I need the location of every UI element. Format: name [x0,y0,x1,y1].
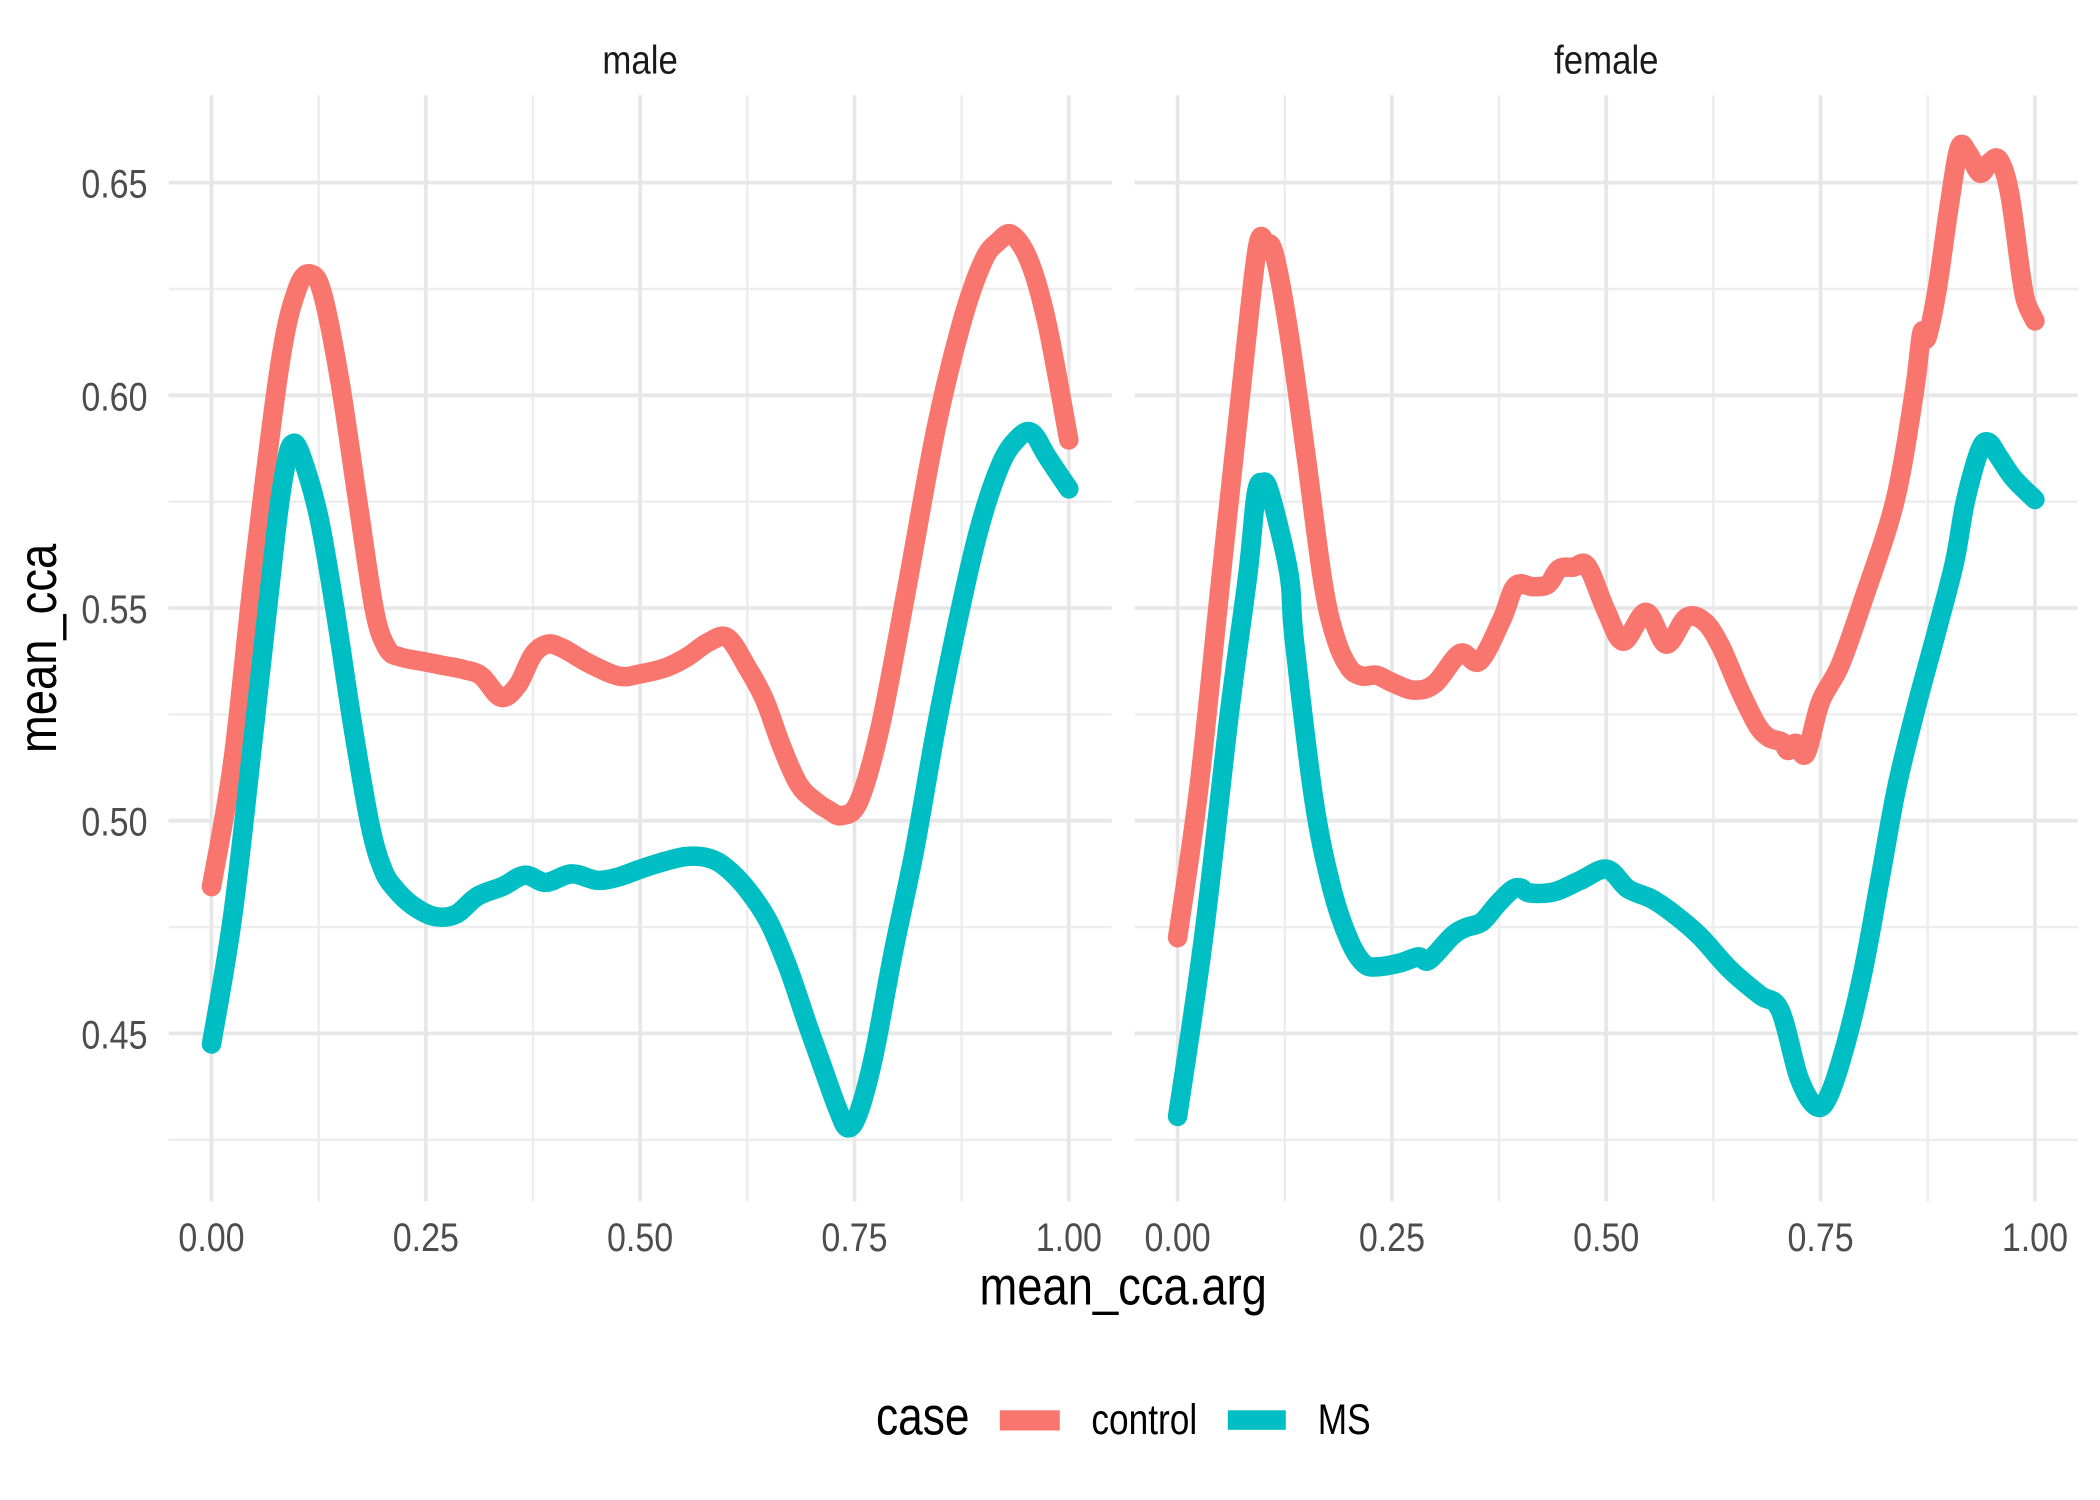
svg-text:1.00: 1.00 [1036,1214,1102,1259]
svg-text:0.50: 0.50 [1573,1214,1639,1259]
svg-text:control: control [1091,1396,1197,1444]
svg-text:0.50: 0.50 [81,799,147,844]
svg-text:mean_cca: mean_cca [7,544,68,753]
svg-text:0.50: 0.50 [607,1214,673,1259]
svg-text:0.00: 0.00 [178,1214,244,1259]
svg-text:0.60: 0.60 [81,374,147,419]
svg-text:mean_cca.arg: mean_cca.arg [979,1256,1266,1317]
svg-text:female: female [1554,37,1658,82]
svg-text:0.25: 0.25 [393,1214,459,1259]
svg-text:0.25: 0.25 [1359,1214,1425,1259]
svg-text:0.75: 0.75 [1788,1214,1854,1259]
svg-text:0.45: 0.45 [81,1012,147,1057]
svg-text:0.65: 0.65 [81,161,147,206]
svg-text:MS: MS [1318,1396,1371,1444]
svg-text:0.55: 0.55 [81,586,147,631]
svg-text:case: case [876,1386,969,1446]
svg-text:0.00: 0.00 [1145,1214,1211,1259]
svg-text:0.75: 0.75 [821,1214,887,1259]
svg-text:1.00: 1.00 [2002,1214,2068,1259]
svg-text:male: male [602,37,677,82]
